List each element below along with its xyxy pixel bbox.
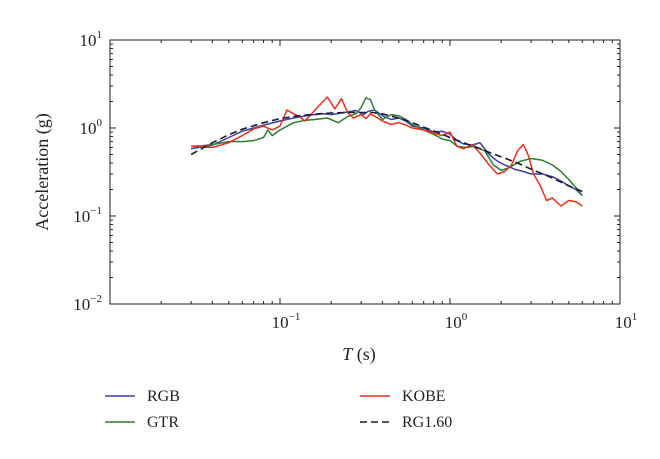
plot-frame xyxy=(109,39,621,305)
series-line-rgb xyxy=(190,109,583,197)
y-axis-label: Acceleration (g) xyxy=(32,113,53,230)
y-tick-label: 10−1 xyxy=(73,205,102,226)
legend-label-kobe: KOBE xyxy=(402,388,446,405)
series-line-gtr xyxy=(191,97,583,197)
series-line-rg1-60 xyxy=(190,111,583,193)
tick-layer xyxy=(109,39,621,305)
legend-label-rgb: RGB xyxy=(147,388,180,405)
x-tick-label: 10−1 xyxy=(272,311,301,332)
legend-label-gtr: GTR xyxy=(147,414,179,431)
legend-label-rg1-60: RG1.60 xyxy=(402,414,452,431)
y-tick-label: 100 xyxy=(80,117,103,138)
y-tick-label: 10−2 xyxy=(73,293,102,314)
y-tick-label: 101 xyxy=(80,29,103,50)
x-axis-label: T (s) xyxy=(342,344,376,365)
x-tick-label: 101 xyxy=(615,311,638,332)
series-layer xyxy=(190,96,583,207)
legend: RGB GTR KOBE RG1.60 xyxy=(105,388,452,431)
x-tick-label: 100 xyxy=(445,311,468,332)
axis-label-layer: 10−1 100 101 10−2 10−1 100 101 T (s) Acceleratio… xyxy=(32,29,637,365)
series-line-kobe xyxy=(191,96,583,207)
